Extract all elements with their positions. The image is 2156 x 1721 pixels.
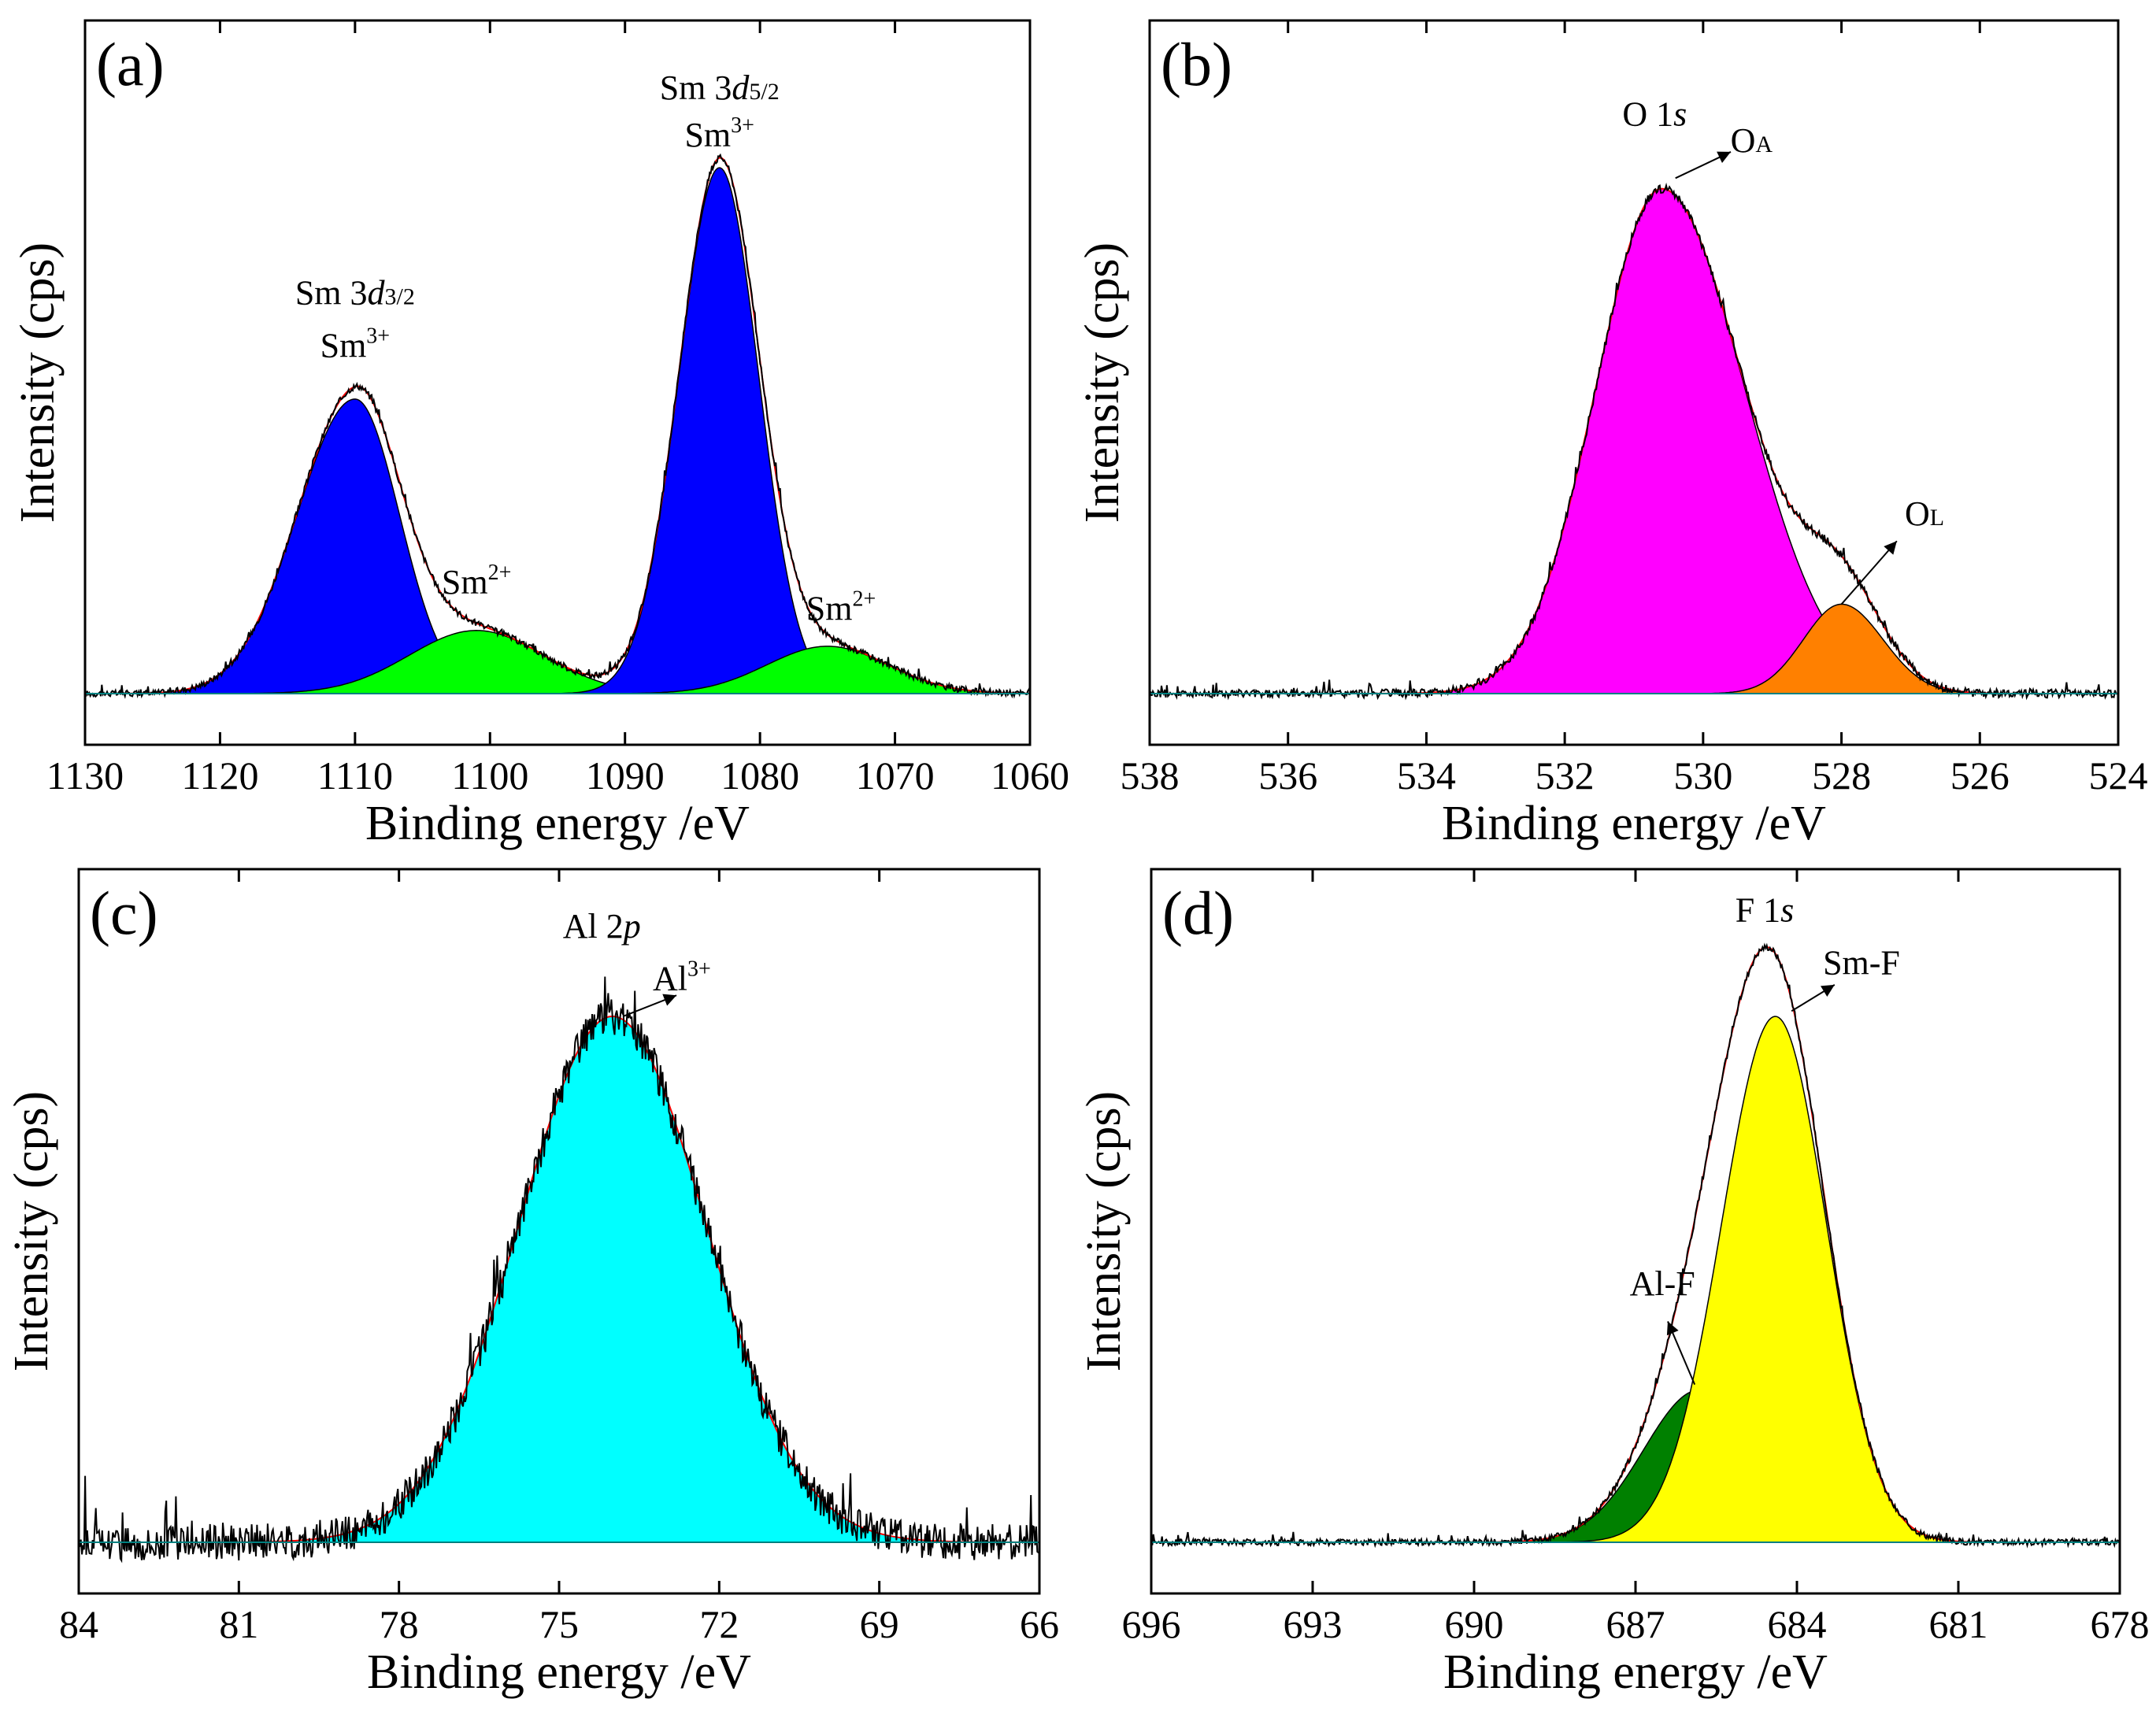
- x-tick-label: 693: [1284, 1602, 1343, 1646]
- y-axis-label: Intensity (cps): [5, 1091, 58, 1371]
- annotation-text: Sm: [442, 563, 488, 601]
- annotation-arrow-head: [1884, 541, 1897, 555]
- y-axis-label: Intensity (cps): [1077, 1091, 1131, 1371]
- annotation-arrow-head: [1717, 151, 1731, 164]
- y-axis-label: Intensity (cps): [11, 242, 65, 523]
- annotation-text: O: [1731, 121, 1756, 160]
- annotation-arrow-head: [1821, 984, 1835, 997]
- x-tick-label: 696: [1122, 1602, 1181, 1646]
- panel-label: (b): [1161, 30, 1232, 98]
- x-tick-label: 534: [1397, 753, 1456, 798]
- x-tick-label: 536: [1258, 753, 1317, 798]
- annotation-superscript: 3+: [687, 957, 711, 982]
- annotation-subscript: 3/2: [385, 284, 415, 310]
- annotation-orbital: s: [1780, 891, 1794, 930]
- peak-annotation: Sm2+: [806, 587, 876, 627]
- annotation-text: Sm 3: [660, 68, 732, 107]
- peak-annotation: O 1s: [1622, 95, 1687, 134]
- panel-a: 1130 1120 1110 1100 1090 1080 1070 1060 Binding …: [11, 19, 1069, 850]
- annotation-superscript: 2+: [852, 587, 876, 611]
- x-tick-label: 528: [1812, 753, 1871, 798]
- x-tick-label: 538: [1121, 753, 1180, 798]
- annotation-orbital: p: [621, 907, 641, 946]
- peak-annotation: Sm 3d5/2: [660, 68, 780, 107]
- annotation-orbital: d: [368, 274, 386, 313]
- x-tick-label: 78: [380, 1602, 419, 1646]
- panel-c: 84 81 78 75 72 69 66 Binding energy /eV Intensit…: [5, 868, 1059, 1699]
- peak-annotation: Sm3+: [684, 113, 754, 154]
- x-tick-label: 1100: [451, 753, 528, 798]
- peak-annotation: Al-F: [1630, 1264, 1695, 1303]
- x-tick-label: 526: [1950, 753, 2010, 798]
- x-tick-label: 81: [219, 1602, 258, 1646]
- x-axis-label: Binding energy /eV: [367, 1645, 751, 1699]
- annotation-superscript: 2+: [488, 561, 512, 585]
- panel-label: (c): [90, 879, 158, 947]
- annotation-text: Al: [653, 960, 687, 998]
- x-tick-label: 687: [1606, 1602, 1665, 1646]
- x-tick-label: 681: [1929, 1602, 1988, 1646]
- annotation-orbital: s: [1673, 95, 1687, 134]
- raw-spectrum: [1149, 182, 2119, 701]
- panel-label: (a): [96, 30, 165, 98]
- x-tick-label: 1090: [586, 753, 665, 798]
- x-tick-label: 684: [1768, 1602, 1827, 1646]
- annotation-text: Sm: [320, 326, 367, 365]
- annotation-arrow-head: [1666, 1321, 1679, 1336]
- x-tick-label: 690: [1445, 1602, 1504, 1646]
- annotation-orbital: d: [732, 68, 750, 107]
- x-tick-label: 532: [1536, 753, 1595, 798]
- x-axis-label: Binding energy /eV: [1442, 797, 1826, 850]
- annotation-text: O: [1905, 494, 1930, 533]
- x-axis-label: Binding energy /eV: [1443, 1645, 1828, 1699]
- annotation-text: O 1: [1622, 95, 1673, 134]
- raw-spectrum: [78, 976, 1040, 1564]
- panel-b: 538 536 534 532 530 528 526 524 Binding energy /…: [1076, 19, 2148, 850]
- annotation-text: Al 2: [563, 907, 624, 946]
- plot-frame: [83, 19, 1032, 746]
- x-tick-label: 524: [2089, 753, 2148, 798]
- peak-annotation: OA: [1731, 121, 1773, 160]
- peak-annotation: Sm 3d3/2: [295, 274, 415, 313]
- x-tick-label: 84: [59, 1602, 98, 1646]
- peak-annotation: Sm2+: [442, 561, 512, 601]
- annotation-text: Sm: [806, 589, 853, 627]
- peak-annotation: F 1s: [1736, 891, 1795, 930]
- panel-d: 696 693 690 687 684 681 678 Binding energy /eV I…: [1077, 868, 2150, 1699]
- x-tick-label: 1130: [46, 753, 124, 798]
- annotation-subscript: 5/2: [749, 79, 779, 105]
- x-tick-label: 69: [860, 1602, 899, 1646]
- x-tick-label: 1070: [856, 753, 935, 798]
- x-tick-label: 678: [2091, 1602, 2150, 1646]
- annotation-arrow-head: [662, 994, 677, 1006]
- x-tick-label: 66: [1020, 1602, 1059, 1646]
- x-tick-label: 75: [539, 1602, 579, 1646]
- peak-annotation: Sm-F: [1823, 944, 1900, 983]
- annotation-text: Sm: [684, 116, 731, 154]
- annotation-subscript: L: [1930, 505, 1944, 531]
- peak-annotation: Al 2p: [563, 907, 641, 946]
- x-tick-label: 72: [699, 1602, 739, 1646]
- x-tick-label: 1110: [317, 753, 393, 798]
- x-tick-label: 1120: [181, 753, 258, 798]
- x-axis-label: Binding energy /eV: [365, 797, 750, 850]
- panels: 1130 1120 1110 1100 1090 1080 1070 1060 Binding …: [5, 19, 2150, 1699]
- annotation-arrow-line: [1840, 540, 1898, 605]
- annotation-text: Sm 3: [295, 274, 368, 313]
- raw-spectrum: [84, 153, 1031, 699]
- panel-label: (d): [1162, 879, 1234, 947]
- x-tick-label: 530: [1673, 753, 1732, 798]
- annotation-superscript: 3+: [731, 113, 754, 138]
- annotation-subscript: A: [1755, 131, 1773, 157]
- annotation-superscript: 3+: [366, 324, 390, 348]
- x-tick-label: 1080: [721, 753, 799, 798]
- annotation-text: F 1: [1736, 891, 1780, 930]
- y-axis-label: Intensity (cps): [1076, 242, 1129, 523]
- peak-annotation: OL: [1905, 494, 1944, 533]
- peak-annotation: Al3+: [653, 957, 711, 998]
- peak-annotation: Sm3+: [320, 324, 391, 365]
- x-tick-label: 1060: [991, 753, 1069, 798]
- plot-frame: [1148, 19, 2120, 746]
